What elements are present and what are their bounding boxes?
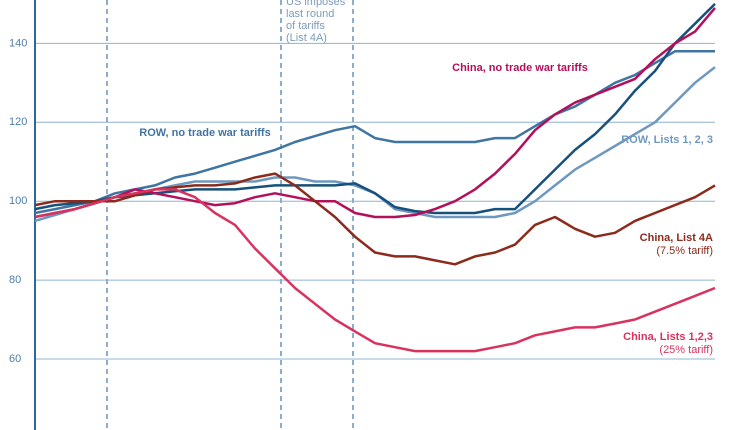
y-tick-label: 60 xyxy=(9,353,21,365)
series-note: (7.5% tariff) xyxy=(656,245,713,257)
series-line xyxy=(34,66,716,223)
series-label: China, List 4A xyxy=(640,232,713,244)
series-label: China, Lists 1,2,3 xyxy=(623,331,713,343)
annotation: US imposes xyxy=(286,0,346,8)
y-tick-label: 80 xyxy=(9,274,21,286)
series-note: (25% tariff) xyxy=(659,344,713,356)
series-line xyxy=(34,3,716,215)
series-line xyxy=(34,188,716,353)
annotation: of tariffs xyxy=(286,20,325,32)
series-label: China, no trade war tariffs xyxy=(452,62,588,74)
y-tick-label: 140 xyxy=(9,37,27,49)
y-tick-label: 100 xyxy=(9,195,27,207)
series-label: ROW, Lists 1, 2, 3 xyxy=(621,134,713,146)
annotation: (List 4A) xyxy=(286,32,327,44)
series-line xyxy=(34,7,716,219)
y-tick-label: 120 xyxy=(9,116,27,128)
annotation: last round xyxy=(286,8,334,20)
series-line xyxy=(34,172,716,266)
series-label: ROW, no trade war tariffs xyxy=(139,127,270,139)
